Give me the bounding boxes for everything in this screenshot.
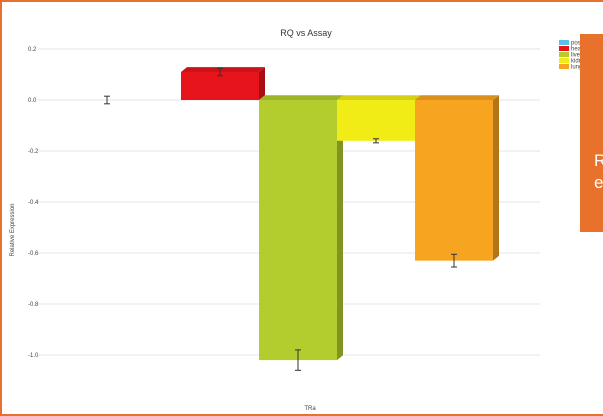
error-bar-lung bbox=[451, 253, 457, 268]
error-bars bbox=[104, 67, 457, 371]
y-axis-label: Relative Expression bbox=[10, 203, 16, 256]
error-bar-hear bbox=[217, 67, 223, 77]
legend-label: posi bbox=[571, 41, 582, 47]
bar-side bbox=[337, 95, 343, 361]
legend-item-kidn: kidn bbox=[559, 58, 582, 65]
y-tick-label: -1.0 bbox=[28, 353, 39, 359]
bar-top bbox=[181, 67, 265, 72]
error-bar-posi bbox=[104, 95, 110, 105]
legend-swatch bbox=[559, 58, 569, 63]
legend-item-lung: lung bbox=[559, 64, 582, 71]
bar-top bbox=[259, 95, 343, 100]
legend-swatch bbox=[559, 64, 569, 69]
y-tick-label: -0.4 bbox=[28, 200, 39, 206]
bar-lung bbox=[415, 100, 493, 261]
legend-swatch bbox=[559, 52, 569, 57]
bars bbox=[181, 67, 499, 361]
bar-top bbox=[337, 95, 421, 100]
error-bar-liver bbox=[295, 349, 301, 371]
bar-hear bbox=[181, 71, 259, 100]
bar-side bbox=[259, 67, 265, 100]
y-tick-label: -0.6 bbox=[28, 251, 39, 257]
legend-label: liver bbox=[571, 53, 582, 59]
y-tick-label: 0.0 bbox=[28, 98, 37, 104]
chart-title: RQ vs Assay bbox=[280, 28, 332, 38]
y-tick-label: -0.8 bbox=[28, 302, 39, 308]
y-tick-label: 0.2 bbox=[28, 47, 37, 53]
overlay-panel bbox=[580, 34, 603, 232]
legend-item-posi: posi bbox=[559, 40, 582, 47]
legend-item-hear: hear bbox=[559, 46, 583, 53]
bar-side bbox=[493, 95, 499, 261]
x-axis-label: TRa bbox=[304, 406, 316, 412]
legend-label: kidn bbox=[571, 59, 582, 65]
bar-kidn bbox=[337, 100, 415, 141]
overlay-text: R e bbox=[594, 151, 603, 192]
error-bar-kidn bbox=[373, 138, 379, 144]
y-tick-label: -0.2 bbox=[28, 149, 39, 155]
y-axis-ticks: 0.2 0.0 -0.2 -0.4 -0.6 -0.8 -1.0 bbox=[28, 47, 39, 359]
legend-label: lung bbox=[571, 65, 582, 71]
legend-label: hear bbox=[571, 47, 583, 53]
legend-item-liver: liver bbox=[559, 52, 582, 59]
legend-swatch bbox=[559, 46, 569, 51]
bar-liver bbox=[259, 100, 337, 361]
legend-swatch bbox=[559, 40, 569, 45]
bar-top bbox=[415, 95, 499, 100]
